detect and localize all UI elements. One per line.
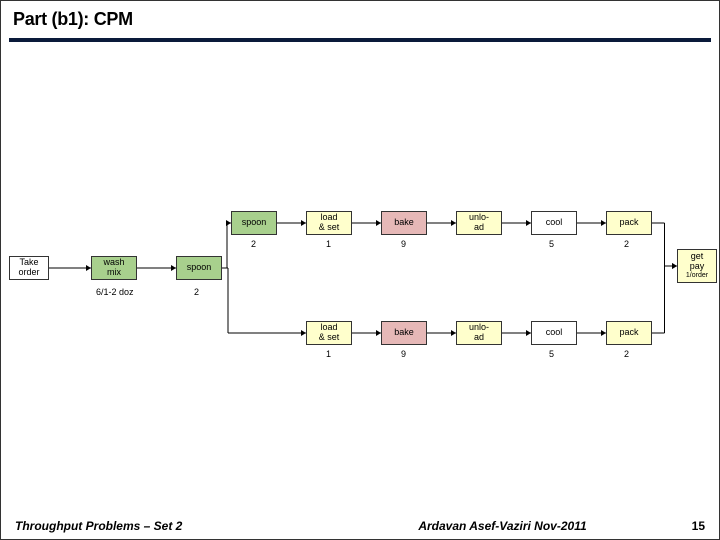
footer-mid: Ardavan Asef-Vaziri Nov-2011	[340, 519, 665, 533]
node-load2: load& set	[306, 321, 352, 345]
node-wash: washmix	[91, 256, 137, 280]
slide-title: Part (b1): CPM	[13, 9, 707, 30]
node-take: Takeorder	[9, 256, 49, 280]
node-cool2: cool	[531, 321, 577, 345]
duration-top: 2	[251, 239, 256, 249]
title-area: Part (b1): CPM	[1, 1, 719, 34]
duration-bot: 1	[326, 349, 331, 359]
node-spoon2: spoon	[176, 256, 222, 280]
node-spoon1: spoon	[231, 211, 277, 235]
slide: Part (b1): CPM Takeorder washmix spoon spoo…	[0, 0, 720, 540]
diagram-canvas: Takeorder washmix spoon spoon load& set bake u…	[1, 41, 720, 501]
node-unlo2: unlo-ad	[456, 321, 502, 345]
node-get: getpay1/order	[677, 249, 717, 283]
duration-top: 1	[326, 239, 331, 249]
footer: Throughput Problems – Set 2 Ardavan Asef…	[1, 513, 719, 539]
duration-top: 9	[401, 239, 406, 249]
duration-top: 5	[549, 239, 554, 249]
node-load1: load& set	[306, 211, 352, 235]
duration-bot: 5	[549, 349, 554, 359]
node-bake2: bake	[381, 321, 427, 345]
node-bake1: bake	[381, 211, 427, 235]
duration-spoon2: 2	[194, 287, 199, 297]
branch-label: 6/1-2 doz	[96, 287, 134, 297]
duration-top: 2	[624, 239, 629, 249]
node-cool1: cool	[531, 211, 577, 235]
node-pack2: pack	[606, 321, 652, 345]
node-unlo1: unlo-ad	[456, 211, 502, 235]
duration-bot: 2	[624, 349, 629, 359]
duration-bot: 9	[401, 349, 406, 359]
footer-page: 15	[665, 519, 705, 533]
footer-left: Throughput Problems – Set 2	[15, 519, 340, 533]
node-pack1: pack	[606, 211, 652, 235]
